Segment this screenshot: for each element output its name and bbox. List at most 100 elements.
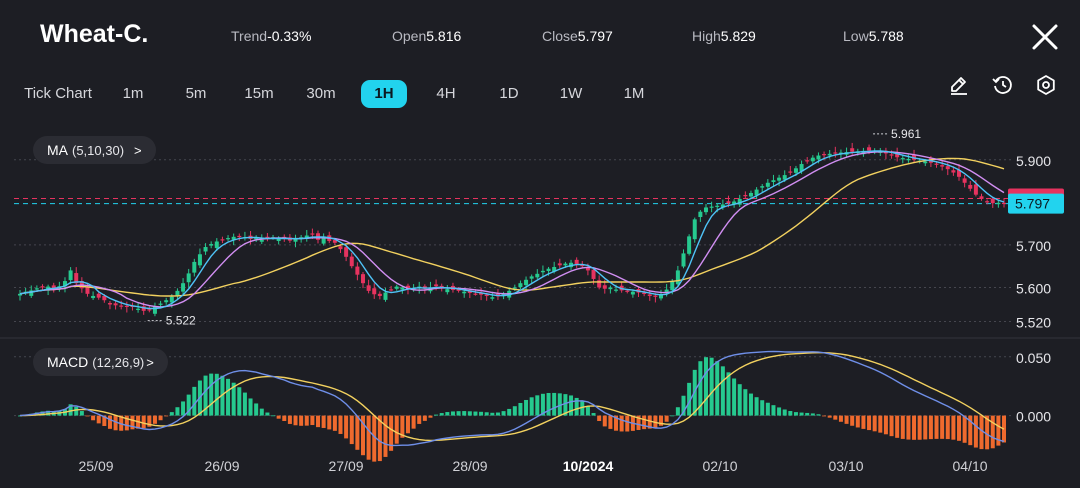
history-button[interactable]	[990, 72, 1016, 98]
high-label: High	[692, 28, 721, 44]
trend-label: Trend	[231, 28, 268, 44]
candle-body	[692, 219, 697, 240]
candle-body	[91, 295, 96, 299]
candle-body	[68, 270, 73, 281]
candle-body	[748, 192, 753, 197]
macd-bar	[715, 361, 720, 416]
macd-bar	[507, 408, 512, 416]
candle-body	[732, 201, 737, 205]
macd-bar	[467, 411, 472, 416]
close-button[interactable]	[1028, 20, 1062, 54]
macd-bar	[788, 411, 793, 416]
macd-bar	[540, 393, 545, 416]
candle-body	[737, 198, 742, 205]
candle-body	[389, 289, 394, 291]
candle-body	[720, 204, 725, 208]
candle-body	[372, 288, 377, 295]
timeframe-tick-chart[interactable]: Tick Chart	[24, 85, 92, 102]
macd-bar	[254, 403, 259, 416]
macd-bar	[462, 411, 467, 416]
candle-body	[703, 207, 708, 213]
x-label: 28/09	[452, 458, 488, 474]
macd-bar	[754, 397, 759, 416]
macd-bar	[585, 406, 590, 416]
macd-bar	[203, 375, 208, 416]
timeframe-1m[interactable]: 1m	[122, 85, 144, 102]
candle-body	[968, 184, 973, 189]
candle-body	[338, 246, 343, 250]
macd-bar	[647, 415, 652, 429]
candle-body	[990, 198, 995, 204]
symbol-title: Wheat-C.	[40, 20, 149, 48]
chevron-right-icon: >	[134, 143, 142, 158]
macd-bar	[619, 415, 624, 432]
timeframe-1h[interactable]: 1H	[361, 80, 407, 108]
timeframe-30m[interactable]: 30m	[306, 85, 336, 102]
macd-bar	[74, 406, 79, 416]
draw-button[interactable]	[946, 72, 972, 98]
candle-body	[518, 283, 523, 288]
macd-bar	[805, 412, 810, 416]
macd-bar	[18, 415, 22, 417]
price-tag	[1008, 193, 1064, 214]
candle-body	[124, 305, 129, 308]
macd-bar	[985, 415, 990, 450]
macd-bar	[973, 415, 978, 448]
macd-bar	[411, 415, 416, 429]
candle-body	[203, 247, 208, 252]
macd-indicator-pill[interactable]: MACD (12,26,9) >	[33, 348, 168, 376]
macd-bar	[698, 361, 703, 416]
grid-lines	[0, 159, 1080, 417]
candle-body	[29, 290, 34, 296]
price-lines	[14, 198, 1008, 205]
macd-bar	[265, 412, 270, 416]
macd-bar	[46, 410, 51, 416]
candle-body	[1002, 202, 1006, 205]
macd-bar	[912, 415, 917, 440]
timeframe-1month[interactable]: 1M	[623, 85, 645, 102]
timeframe-1d[interactable]: 1D	[499, 85, 519, 102]
macd-bar	[479, 411, 484, 416]
timeframe-5m[interactable]: 5m	[185, 85, 207, 102]
macd-bar	[569, 395, 574, 416]
trend-stat: Trend-0.33%	[231, 28, 311, 44]
candle-body	[777, 177, 782, 181]
macd-bar	[316, 415, 321, 428]
timeframe-4h[interactable]: 4H	[436, 85, 456, 102]
candle-body	[265, 236, 270, 239]
macd-bar	[372, 415, 377, 462]
macd-bar	[675, 407, 680, 416]
macd-bar	[580, 401, 585, 416]
macd-bar	[147, 415, 152, 427]
annotation-label: 5.522	[166, 314, 196, 328]
candle-body	[512, 287, 517, 289]
macd-bar	[597, 415, 602, 422]
candle-body	[827, 153, 832, 156]
ma-indicator-pill[interactable]: MA (5,10,30) >	[33, 136, 156, 164]
candle-body	[614, 289, 619, 291]
timeframe-15m[interactable]: 15m	[244, 85, 274, 102]
settings-button[interactable]	[1033, 72, 1059, 98]
chevron-right-icon: >	[146, 355, 154, 370]
low-value: 5.788	[868, 28, 904, 44]
macd-bar	[152, 415, 157, 424]
macd-bar	[900, 415, 905, 439]
draw-icon	[951, 77, 967, 95]
macd-bar	[923, 415, 928, 440]
x-label: 26/09	[204, 458, 240, 474]
settings-icon	[1037, 75, 1055, 95]
candle-body	[923, 161, 928, 164]
candle-body	[383, 292, 388, 300]
candle-body	[220, 239, 225, 241]
candle-body	[456, 289, 461, 291]
candle-body	[349, 256, 354, 267]
candle-body	[524, 279, 529, 286]
annotation-label: 5.961	[891, 127, 921, 141]
candle-body	[816, 155, 821, 160]
chart-tools	[940, 72, 1060, 100]
macd-bar	[248, 398, 253, 416]
timeframe-1w[interactable]: 1W	[559, 85, 583, 102]
macd-bar	[276, 415, 281, 419]
candle-body	[540, 270, 545, 273]
candle-body	[760, 186, 765, 188]
